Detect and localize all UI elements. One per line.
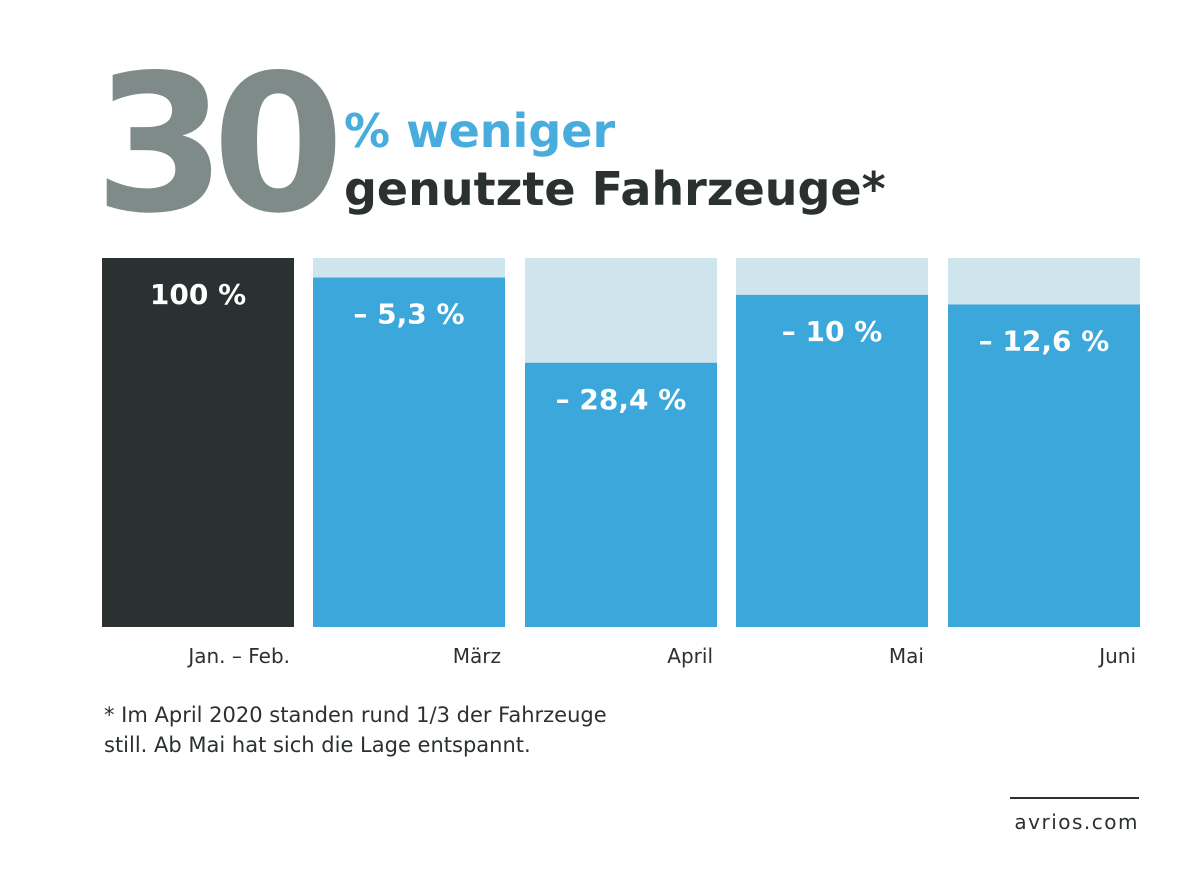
category-label: Mai	[889, 644, 924, 668]
category-label: März	[453, 644, 501, 668]
footnote: * Im April 2020 standen rund 1/3 der Fah…	[104, 703, 607, 757]
headline-line-1: % weniger	[344, 104, 616, 158]
headline-line-2: genutzte Fahrzeuge*	[344, 162, 886, 216]
bar	[313, 277, 505, 627]
category-label: Juni	[1097, 644, 1136, 668]
bar	[948, 304, 1140, 627]
bar-value-label: 100 %	[150, 278, 246, 311]
bar-value-label: – 5,3 %	[353, 298, 464, 331]
brand-divider	[1010, 797, 1139, 799]
bar	[736, 294, 928, 627]
bar-value-label: – 10 %	[782, 315, 883, 348]
bar-value-label: – 12,6 %	[979, 324, 1110, 357]
category-label: Jan. – Feb.	[186, 644, 290, 668]
headline-number: 30	[94, 34, 344, 255]
bar-value-label: – 28,4 %	[556, 383, 687, 416]
bar	[525, 362, 717, 627]
category-label: April	[667, 644, 713, 668]
bar	[102, 258, 294, 627]
bar-chart: 100 % Jan. – Feb. – 5,3 % März – 28,4 % April…	[102, 258, 1140, 668]
brand-url: avrios.com	[1014, 810, 1139, 834]
